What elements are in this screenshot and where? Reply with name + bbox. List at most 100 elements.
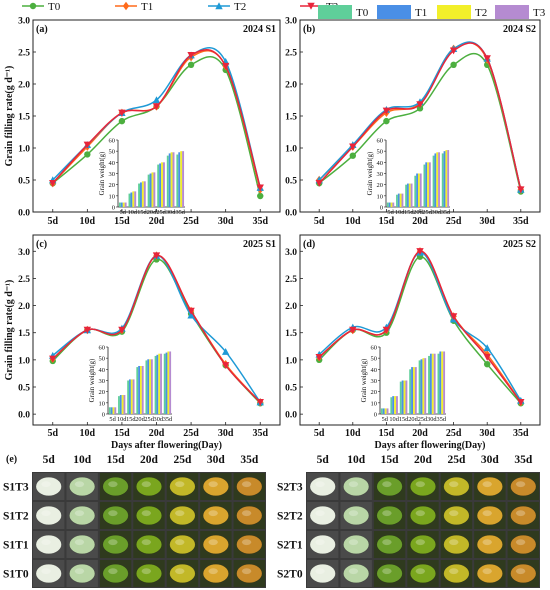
inset-bar-T2-20d [418,173,420,207]
inset-bar-T2-25d [149,359,151,414]
inset-bar-T3-15d [410,183,413,207]
y-tick-label: 0.0 [18,411,30,421]
grain-highlight [415,539,426,546]
grain-S1T1-20d [135,534,163,555]
grain-S2T0-35d [510,563,537,584]
panel-b: 0.00.51.01.52.02.53.05d 10d 15d 20d 25d 30d 35… [285,17,541,227]
x-tick-label: 35d [252,216,268,227]
inset-y-tick-label: 10 [99,400,106,407]
grain-S1T2-35d [236,505,263,526]
bar-legend: T0 T1 T2 T3 [318,5,546,19]
grain-highlight [348,510,359,517]
x-tick-label: 30d [479,216,495,227]
inset-y-tick-label: 30 [99,378,106,385]
point-T3-35d [517,186,525,194]
grain-S1T2-25d [169,505,196,526]
inset-bar-T0-25d [418,360,421,414]
grain-highlight [449,510,459,517]
grain-highlight [175,481,185,488]
inset-y-tick-label: 10 [109,193,116,200]
inset-x-tick-label: 20d [413,209,423,216]
grain-highlight [241,481,252,488]
grain-highlight [74,481,85,488]
inset-bar-T3-35d [447,150,450,207]
grain-S2T3-30d [476,476,503,497]
inset-y-label: Grain weight(g) [99,152,106,196]
inset-y-tick-label: 20 [109,182,116,189]
inset-bar-T2-15d [408,183,411,207]
point-T3-15d [118,109,126,117]
grain-highlight [348,568,359,575]
inset-bar-T0-15d [138,183,141,207]
inset-bar-T3-25d [150,359,153,414]
point-T3-35d [256,184,264,192]
inset-bar-T1-5d [110,407,113,414]
inset-bar-T3-25d [428,162,431,207]
grain-highlight [449,481,459,488]
inset-bar-T1-10d [392,396,395,414]
series-line-T2 [52,46,261,188]
inset-bar-T3-5d [392,202,395,207]
day-label: 20d [414,454,433,466]
grain-highlight [74,539,85,546]
grain-highlight [315,510,325,517]
grain-highlight [74,568,85,575]
inset-bar-T2-30d [158,353,161,414]
y-axis-label: Grain filling rate(g d⁻¹) [4,66,15,167]
panel-corner-label: 2025 S2 [503,239,536,250]
inset-bar-T0-35d [441,153,444,207]
inset-y-tick-label: 40 [371,367,378,374]
point-T3-30d [221,62,230,70]
day-label: 30d [481,454,500,466]
grain-S1T0-25d [169,563,196,584]
legend-swatch-T1 [377,5,411,19]
panel-label: (e) [6,454,17,465]
inset-x-tick-label: 25d [418,416,428,423]
inset-bar-T3-20d [419,173,422,207]
inset-bar-T1-20d [411,367,413,414]
grain-highlight [108,539,118,546]
inset-bar-T3-30d [438,152,440,207]
x-tick-label: 30d [218,216,234,227]
x-tick-label: 20d [149,428,165,439]
inset-y-tick-label: 40 [109,160,116,167]
legend-marker-T2 [215,2,223,10]
x-tick-label: 5d [47,428,58,439]
inset-bar-T0-30d [432,155,435,207]
point-T3-10d [349,326,357,334]
inset-bar-T2-10d [121,395,124,414]
inset-y-tick-label: 10 [371,400,378,407]
inset-bar-T3-35d [169,351,172,414]
grain-highlight [348,481,359,488]
inset-bar-T1-25d [147,359,150,414]
inset-bar-T3-10d [401,193,404,207]
grain-highlight [108,481,118,488]
day-label: 5d [43,454,56,466]
inset-x-tick-label: 35d [441,209,451,216]
inset-x-tick-label: 20d [135,416,145,423]
inset-x-tick-label: 15d [126,416,136,423]
y-tick-label: 3.0 [18,17,30,27]
point-T0-25d [450,61,457,68]
point-T0-15d [118,117,126,125]
point-T3-5d [49,355,57,363]
inset-bar-T2-25d [161,162,163,207]
row-label: S1T0 [3,569,29,581]
inset-bar-T0-5d [118,202,121,207]
legend-marker-T1 [122,1,130,11]
grain-S2T0-20d [409,563,437,584]
inset-bar-T0-20d [409,369,412,414]
point-T3-30d [483,55,491,63]
legend-swatch-label-T0: T0 [356,7,369,19]
point-T3-10d [83,141,92,149]
inset-x-tick-label: 5d [382,416,389,423]
grain-highlight [382,510,392,517]
grain-S1T0-30d [202,563,229,584]
grain-S1T3-5d [35,476,62,497]
point-T2-25d [187,311,195,319]
x-tick-label: 35d [513,216,529,227]
panel-c: 0.00.51.01.52.02.53.05d 10d 15d 20d 25d 30d 35… [4,234,281,451]
grain-S2T3-15d [376,476,403,497]
